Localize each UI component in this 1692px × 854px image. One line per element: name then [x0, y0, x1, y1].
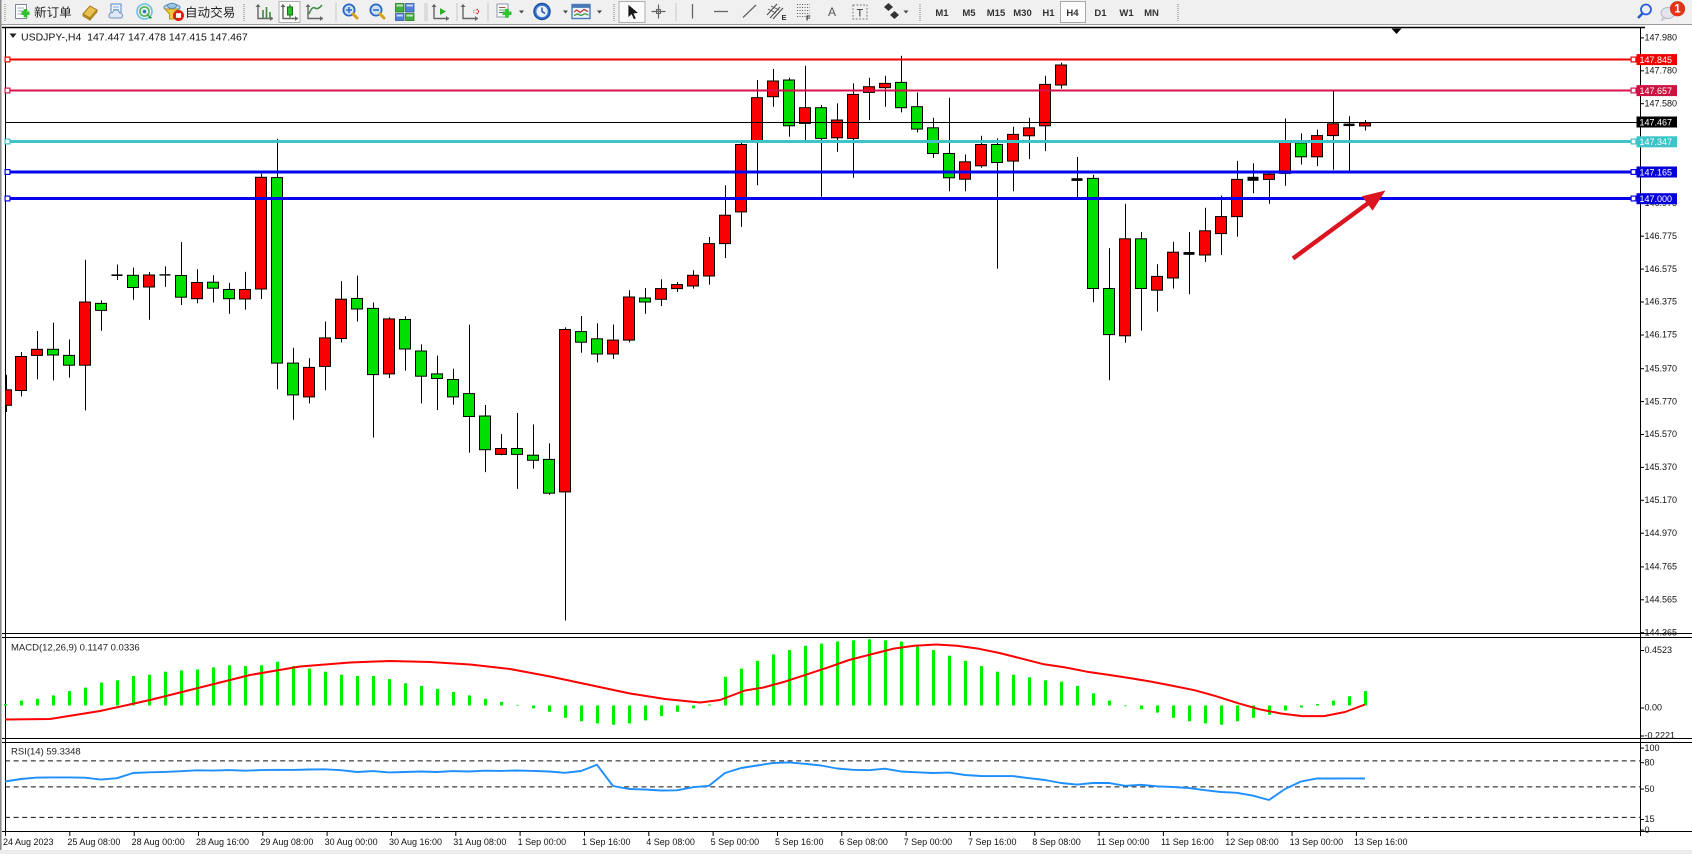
svg-text:144.365: 144.365 — [1645, 627, 1678, 637]
svg-text:T: T — [857, 8, 864, 20]
svg-text:147.657: 147.657 — [1640, 86, 1673, 96]
svg-text:147.580: 147.580 — [1645, 98, 1678, 108]
svg-text:M5: M5 — [962, 8, 976, 19]
svg-text:146.175: 146.175 — [1645, 330, 1678, 340]
svg-text:144.765: 144.765 — [1645, 562, 1678, 572]
svg-text:1: 1 — [1674, 4, 1681, 16]
svg-text:28 Aug 16:00: 28 Aug 16:00 — [196, 837, 249, 847]
svg-text:147.467: 147.467 — [1640, 117, 1673, 127]
svg-text:0.00: 0.00 — [1645, 703, 1663, 713]
svg-text:M1: M1 — [935, 8, 949, 19]
svg-text:145.970: 145.970 — [1645, 363, 1678, 373]
svg-text:147.980: 147.980 — [1645, 33, 1678, 43]
svg-text:W1: W1 — [1119, 8, 1134, 19]
svg-text:E: E — [782, 13, 787, 22]
svg-text:147.845: 147.845 — [1640, 55, 1673, 65]
svg-text:30 Aug 00:00: 30 Aug 00:00 — [325, 837, 378, 847]
svg-text:147.000: 147.000 — [1640, 194, 1673, 204]
svg-text:5 Sep 00:00: 5 Sep 00:00 — [711, 837, 760, 847]
svg-text:28 Aug 00:00: 28 Aug 00:00 — [132, 837, 185, 847]
svg-text:0: 0 — [1645, 825, 1650, 835]
svg-text:D1: D1 — [1094, 8, 1107, 19]
svg-text:1 Sep 16:00: 1 Sep 16:00 — [582, 837, 631, 847]
svg-text:146.775: 146.775 — [1645, 231, 1678, 241]
svg-text:H4: H4 — [1066, 8, 1079, 19]
svg-text:145.570: 145.570 — [1645, 429, 1678, 439]
svg-text:146.575: 146.575 — [1645, 264, 1678, 274]
svg-text:8 Sep 08:00: 8 Sep 08:00 — [1032, 837, 1081, 847]
svg-text:13 Sep 16:00: 13 Sep 16:00 — [1354, 837, 1408, 847]
svg-text:31 Aug 08:00: 31 Aug 08:00 — [453, 837, 506, 847]
svg-text:11 Sep 00:00: 11 Sep 00:00 — [1097, 837, 1150, 847]
svg-text:1 Sep 00:00: 1 Sep 00:00 — [518, 837, 567, 847]
svg-text:147.780: 147.780 — [1645, 66, 1678, 76]
svg-text:M30: M30 — [1013, 8, 1031, 19]
svg-text:MN: MN — [1144, 8, 1159, 19]
svg-text:F: F — [806, 14, 811, 23]
svg-text:147.347: 147.347 — [1640, 137, 1673, 147]
svg-text:145.770: 145.770 — [1645, 396, 1678, 406]
svg-text:144.565: 144.565 — [1645, 595, 1678, 605]
svg-text:13 Sep 00:00: 13 Sep 00:00 — [1290, 837, 1344, 847]
svg-text:4 Sep 08:00: 4 Sep 08:00 — [646, 837, 695, 847]
svg-text:7 Sep 00:00: 7 Sep 00:00 — [904, 837, 953, 847]
svg-text:146.375: 146.375 — [1645, 297, 1678, 307]
svg-text:50: 50 — [1645, 784, 1655, 794]
svg-text:-0.2221: -0.2221 — [1645, 731, 1676, 741]
svg-text:11 Sep 16:00: 11 Sep 16:00 — [1161, 837, 1214, 847]
svg-text:A: A — [828, 5, 836, 19]
svg-text:M15: M15 — [987, 8, 1006, 19]
svg-text:25 Aug 08:00: 25 Aug 08:00 — [67, 837, 120, 847]
svg-text:15: 15 — [1645, 814, 1655, 824]
svg-text:7 Sep 16:00: 7 Sep 16:00 — [968, 837, 1017, 847]
svg-text:29 Aug 08:00: 29 Aug 08:00 — [260, 837, 313, 847]
svg-text:80: 80 — [1645, 757, 1655, 767]
svg-text:MACD(12,26,9) 0.1147 0.0336: MACD(12,26,9) 0.1147 0.0336 — [11, 643, 140, 654]
svg-text:100: 100 — [1645, 743, 1660, 753]
svg-text:145.170: 145.170 — [1645, 495, 1678, 505]
svg-text:145.370: 145.370 — [1645, 462, 1678, 472]
svg-text:144.970: 144.970 — [1645, 528, 1678, 538]
svg-text:24 Aug 2023: 24 Aug 2023 — [3, 837, 54, 847]
svg-text:RSI(14) 59.3348: RSI(14) 59.3348 — [11, 747, 81, 758]
svg-text:6 Sep 08:00: 6 Sep 08:00 — [839, 837, 888, 847]
svg-text:USDJPY-,H4 147.447 147.478 14: USDJPY-,H4 147.447 147.478 147.415 147.4… — [21, 32, 248, 44]
svg-text:0.4523: 0.4523 — [1645, 645, 1673, 655]
svg-text:5 Sep 16:00: 5 Sep 16:00 — [775, 837, 824, 847]
svg-text:30 Aug 16:00: 30 Aug 16:00 — [389, 837, 442, 847]
svg-text:147.165: 147.165 — [1640, 167, 1673, 177]
svg-text:H1: H1 — [1042, 8, 1055, 19]
svg-text:12 Sep 08:00: 12 Sep 08:00 — [1225, 837, 1279, 847]
